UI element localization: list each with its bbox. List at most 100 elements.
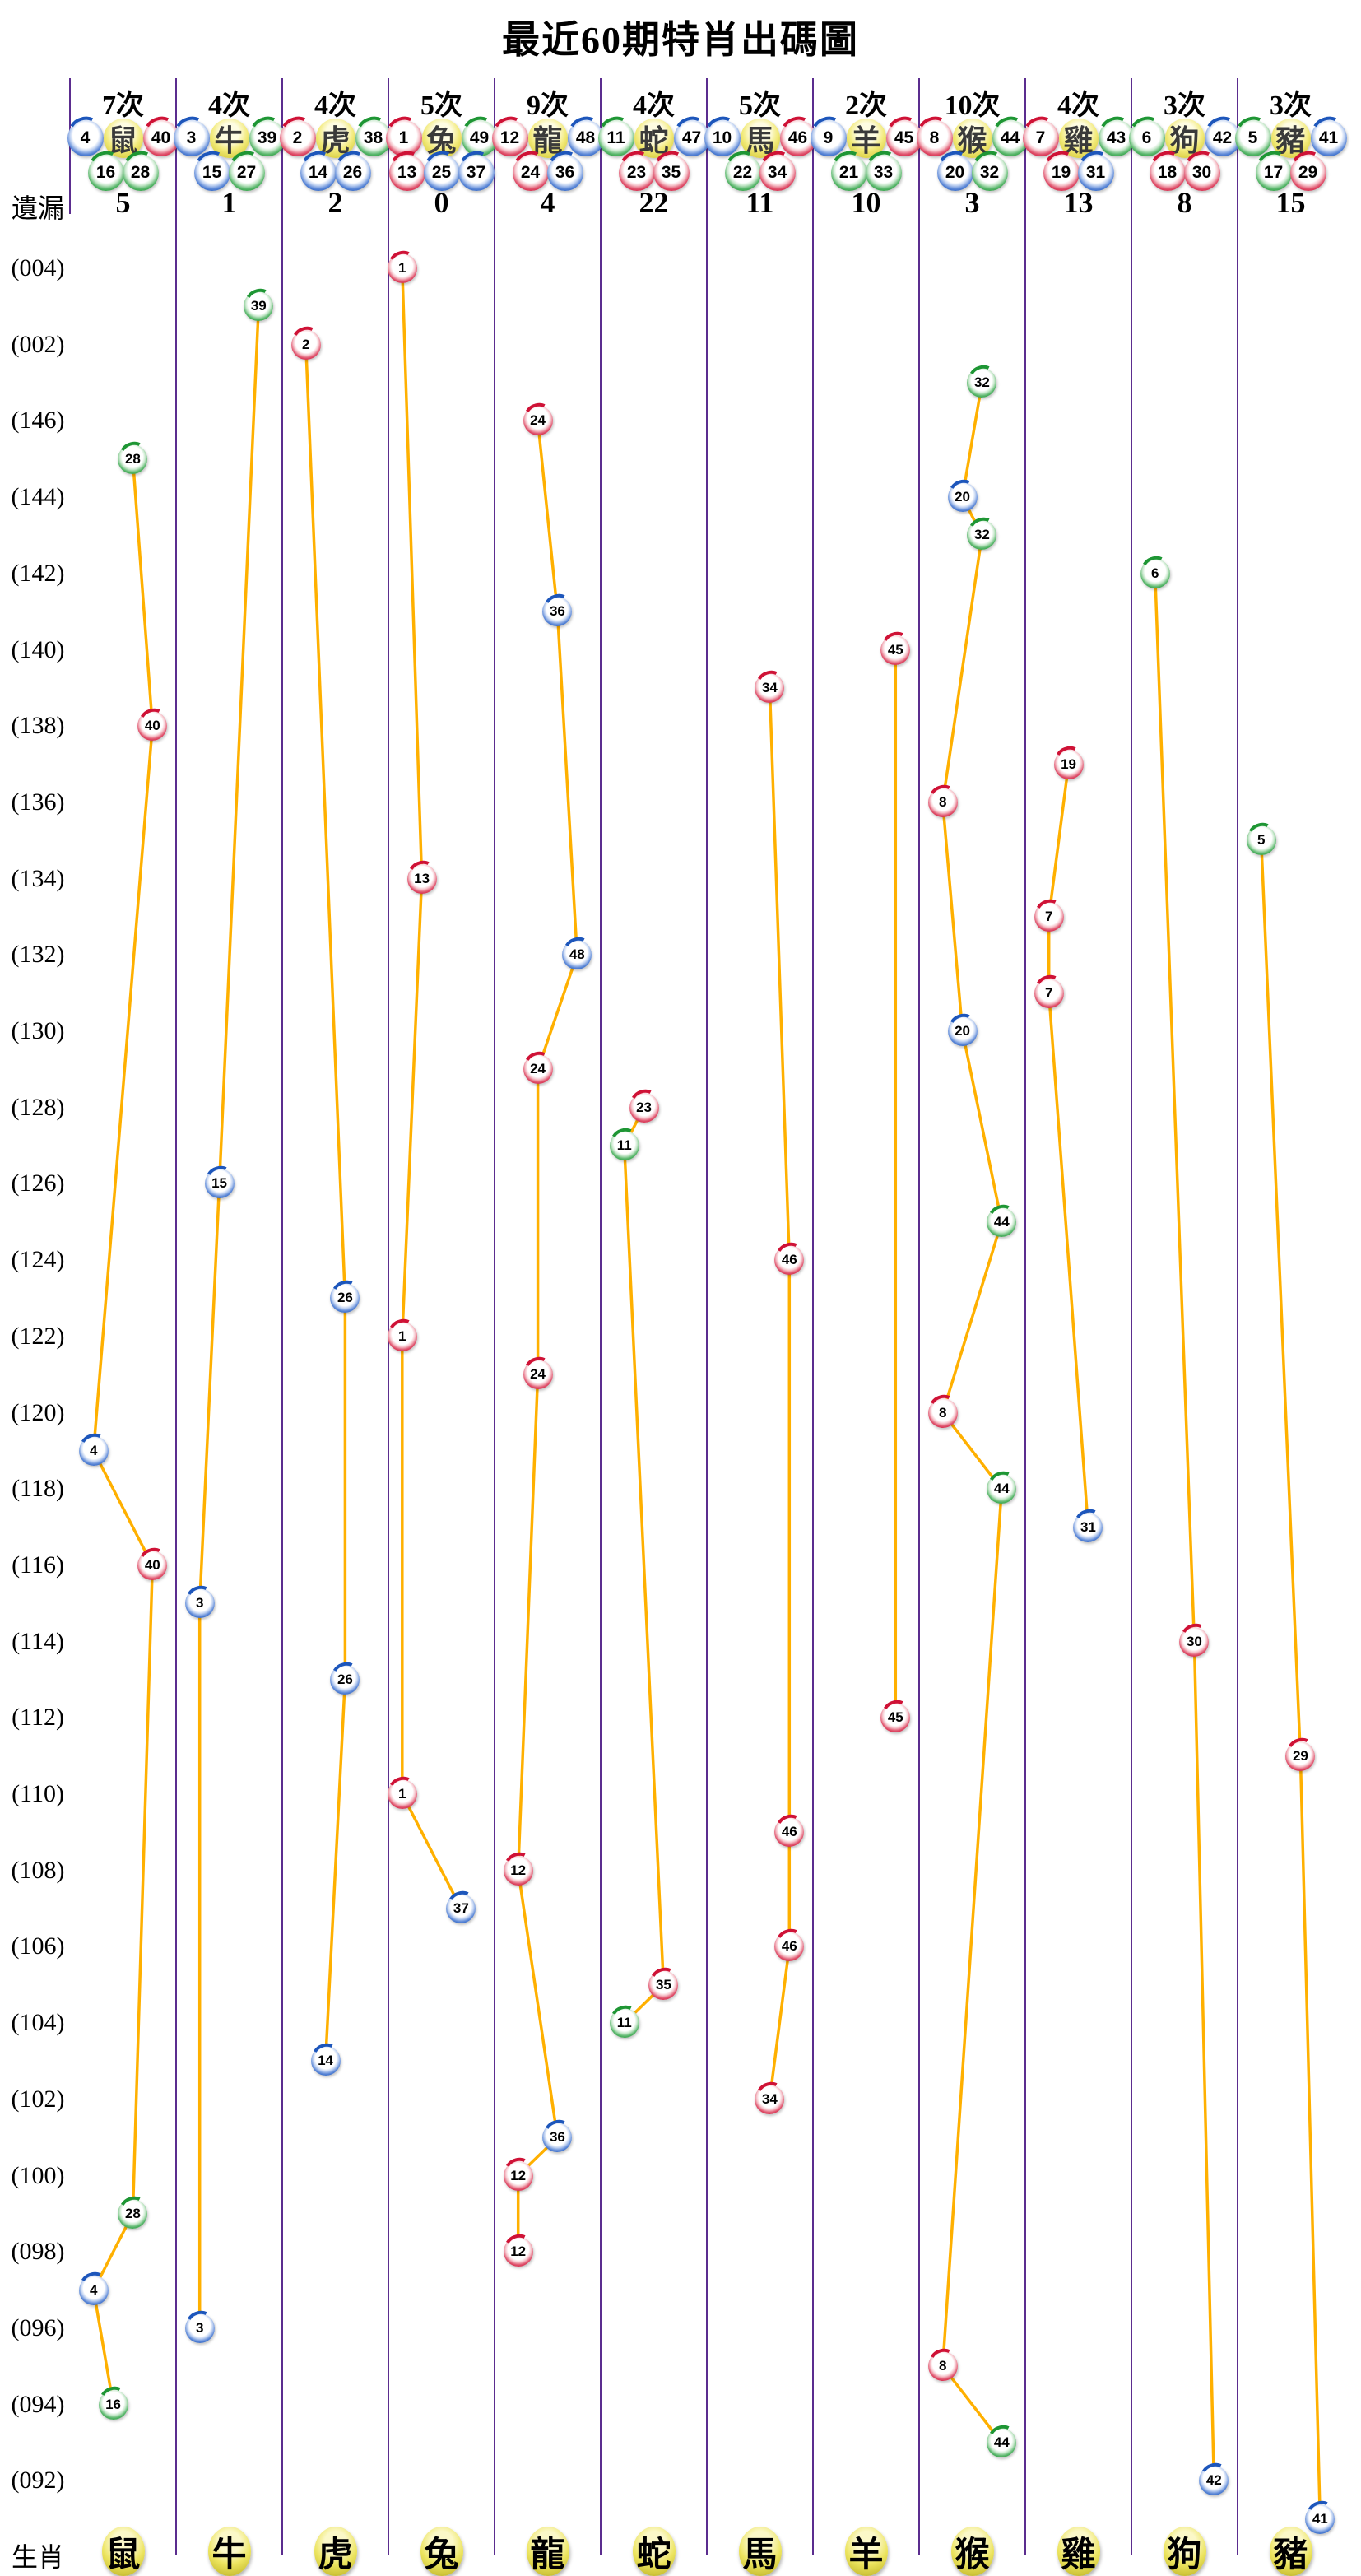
chart-ball-46: 46 bbox=[774, 1932, 805, 1962]
chart-ball-46: 46 bbox=[774, 1245, 805, 1276]
times-count-蛇: 4次 bbox=[633, 91, 675, 121]
chart-ball-26: 26 bbox=[330, 1283, 360, 1314]
row-label-120: (120) bbox=[11, 1398, 65, 1426]
chart-ball-42: 42 bbox=[1199, 2466, 1229, 2496]
row-label-002: (002) bbox=[11, 330, 65, 358]
chart-ball-28: 28 bbox=[118, 444, 148, 474]
chart-ball-8: 8 bbox=[927, 787, 958, 817]
chart-ball-30: 30 bbox=[1179, 1626, 1210, 1657]
bottom-zodiac-馬: 馬 bbox=[738, 2527, 782, 2576]
chart-ball-2: 2 bbox=[290, 329, 321, 360]
row-label-116: (116) bbox=[12, 1551, 64, 1579]
missing-count-猴: 3 bbox=[964, 186, 980, 219]
bottom-zodiac-牛: 牛 bbox=[207, 2527, 251, 2576]
header-ball-25: 25 bbox=[423, 155, 460, 191]
trend-line-蛇 bbox=[622, 1106, 666, 2025]
header-ball-15: 15 bbox=[193, 155, 230, 191]
header-ball-38: 38 bbox=[355, 120, 392, 156]
times-count-鼠: 7次 bbox=[102, 91, 144, 121]
chart-ball-4: 4 bbox=[78, 2275, 109, 2305]
row-label-102: (102) bbox=[11, 2085, 65, 2113]
chart-ball-36: 36 bbox=[542, 597, 573, 627]
missing-count-狗: 8 bbox=[1177, 186, 1192, 219]
trend-line-猴 bbox=[941, 382, 1004, 2444]
row-label-144: (144) bbox=[11, 483, 65, 511]
row-label-100: (100) bbox=[11, 2161, 65, 2189]
times-count-雞: 4次 bbox=[1057, 91, 1099, 121]
chart-ball-8: 8 bbox=[927, 2351, 958, 2382]
missing-count-雞: 13 bbox=[1063, 186, 1094, 219]
chart-ball-16: 16 bbox=[98, 2389, 128, 2420]
bottom-zodiac-羊: 羊 bbox=[844, 2527, 888, 2576]
chart-ball-36: 36 bbox=[542, 2123, 573, 2153]
chart-ball-41: 41 bbox=[1305, 2504, 1335, 2534]
bottom-zodiac-虎: 虎 bbox=[314, 2527, 357, 2576]
chart-ball-20: 20 bbox=[947, 482, 978, 513]
chart-ball-11: 11 bbox=[609, 2008, 639, 2039]
chart-ball-44: 44 bbox=[987, 1474, 1017, 1504]
times-count-豬: 3次 bbox=[1270, 91, 1312, 121]
chart-ball-24: 24 bbox=[523, 406, 553, 436]
header-ball-14: 14 bbox=[300, 155, 337, 191]
bottom-zodiac-龍: 龍 bbox=[526, 2527, 569, 2576]
chart-ball-45: 45 bbox=[880, 1703, 911, 1733]
header-ball-4: 4 bbox=[67, 120, 104, 156]
chart-ball-12: 12 bbox=[503, 1855, 533, 1886]
trend-line-牛 bbox=[197, 306, 261, 2328]
header-ball-11: 11 bbox=[597, 120, 634, 156]
header-ball-23: 23 bbox=[618, 155, 655, 191]
row-label-132: (132) bbox=[11, 941, 65, 969]
row-label-130: (130) bbox=[11, 1017, 65, 1044]
chart-ball-5: 5 bbox=[1246, 825, 1276, 856]
header-ball-3: 3 bbox=[173, 120, 210, 156]
chart-ball-13: 13 bbox=[406, 863, 437, 894]
header-ball-16: 16 bbox=[87, 155, 124, 191]
chart-ball-3: 3 bbox=[184, 1588, 215, 1619]
zodiac-row-label: 生肖 bbox=[11, 2542, 64, 2572]
chart-ball-24: 24 bbox=[523, 1360, 553, 1390]
header-ball-27: 27 bbox=[228, 155, 265, 191]
header-ball-41: 41 bbox=[1310, 120, 1347, 156]
chart-ball-12: 12 bbox=[503, 2237, 533, 2267]
bottom-zodiac-豬: 豬 bbox=[1269, 2527, 1312, 2576]
header-ball-2: 2 bbox=[279, 120, 316, 156]
bottom-zodiac-雞: 雞 bbox=[1057, 2527, 1100, 2576]
header-ball-17: 17 bbox=[1255, 155, 1292, 191]
header-ball-46: 46 bbox=[779, 120, 816, 156]
header-ball-34: 34 bbox=[759, 155, 796, 191]
times-count-羊: 2次 bbox=[845, 91, 887, 121]
chart-ball-31: 31 bbox=[1073, 1512, 1103, 1542]
bottom-zodiac-狗: 狗 bbox=[1163, 2527, 1206, 2576]
chart-ball-26: 26 bbox=[330, 1664, 360, 1695]
chart-ball-1: 1 bbox=[387, 1779, 417, 1809]
row-label-114: (114) bbox=[12, 1627, 64, 1655]
header-ball-18: 18 bbox=[1149, 155, 1186, 191]
row-label-122: (122) bbox=[11, 1322, 65, 1350]
chart-ball-28: 28 bbox=[118, 2198, 148, 2229]
chart-ball-40: 40 bbox=[137, 711, 168, 742]
header-ball-1: 1 bbox=[385, 120, 422, 156]
header-ball-36: 36 bbox=[546, 155, 583, 191]
header-ball-30: 30 bbox=[1183, 155, 1220, 191]
times-count-猴: 10次 bbox=[944, 91, 1001, 121]
chart-ball-1: 1 bbox=[387, 253, 417, 283]
chart-ball-7: 7 bbox=[1034, 901, 1064, 932]
header-ball-10: 10 bbox=[704, 120, 741, 156]
times-count-牛: 4次 bbox=[208, 91, 250, 121]
missing-count-羊: 10 bbox=[851, 186, 881, 219]
chart-ball-46: 46 bbox=[774, 1817, 805, 1848]
chart-ball-34: 34 bbox=[755, 672, 785, 703]
row-label-098: (098) bbox=[11, 2238, 65, 2266]
chart-ball-19: 19 bbox=[1053, 749, 1084, 779]
row-label-110: (110) bbox=[12, 1780, 64, 1807]
header-ball-28: 28 bbox=[122, 155, 159, 191]
row-label-106: (106) bbox=[11, 1932, 65, 1960]
row-label-112: (112) bbox=[12, 1704, 64, 1732]
chart-ball-8: 8 bbox=[927, 1397, 958, 1428]
times-count-龍: 9次 bbox=[527, 91, 569, 121]
chart-ball-23: 23 bbox=[629, 1092, 659, 1123]
chart-ball-29: 29 bbox=[1285, 1741, 1316, 1771]
missing-count-虎: 2 bbox=[327, 186, 343, 219]
chart-ball-34: 34 bbox=[755, 2084, 785, 2114]
trend-line-龍 bbox=[516, 421, 579, 2253]
